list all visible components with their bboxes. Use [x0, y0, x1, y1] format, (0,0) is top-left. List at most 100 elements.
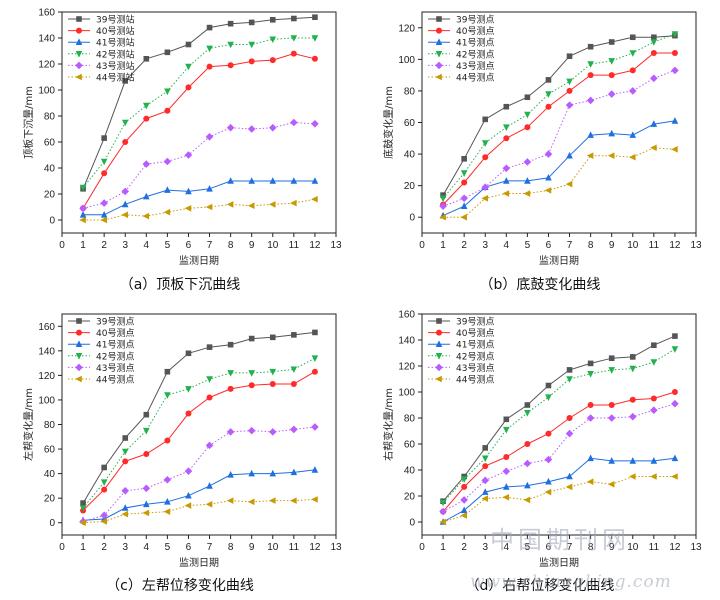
- series-line: [443, 147, 675, 218]
- data-point: [523, 158, 532, 166]
- y-tick-label: 40: [404, 466, 416, 477]
- data-point: [248, 19, 255, 26]
- data-point: [671, 31, 679, 38]
- data-point: [142, 160, 151, 168]
- legend-label: 40号测点: [456, 328, 494, 339]
- legend-marker: [76, 27, 82, 34]
- y-tick-label: 20: [44, 494, 56, 505]
- data-point: [628, 153, 636, 161]
- y-tick-label: 80: [44, 420, 56, 431]
- data-point: [121, 448, 129, 456]
- x-tick-label: 9: [249, 542, 255, 553]
- data-point: [164, 107, 171, 114]
- data-point: [608, 129, 615, 137]
- data-point: [502, 467, 511, 476]
- data-point: [268, 497, 276, 504]
- data-point: [248, 41, 255, 49]
- data-point: [311, 355, 319, 362]
- x-tick-label: 6: [546, 542, 552, 553]
- data-point: [269, 36, 277, 44]
- y-axis-label: 右帮变化量/mm: [382, 388, 395, 461]
- x-tick-label: 10: [267, 542, 279, 553]
- data-point: [205, 133, 214, 141]
- data-point: [185, 491, 192, 499]
- series-39号测站: [80, 14, 318, 192]
- chart-panel-d: 0 1 2 3 4 5 6 7 8 9 10 11 12 13 0 20 40 60 80 100 120 140 160 监…: [360, 302, 720, 570]
- data-point: [185, 386, 192, 393]
- data-point: [269, 57, 276, 64]
- x-tick-label: 8: [228, 240, 234, 251]
- data-point: [143, 56, 150, 62]
- y-tick-label: 20: [404, 181, 416, 192]
- data-point: [607, 152, 615, 159]
- data-point: [545, 430, 552, 437]
- data-point: [290, 425, 298, 434]
- data-point: [650, 74, 658, 83]
- series-39号测点: [440, 333, 678, 504]
- chart-panel-c: 0 1 2 3 4 5 6 7 8 9 10 11 12 13 0 20 40 60 80 100 120 140 160 监…: [0, 302, 360, 570]
- data-point: [227, 385, 234, 392]
- y-tick-label: 160: [38, 8, 55, 19]
- data-point: [671, 399, 679, 408]
- series-39号测点: [80, 329, 318, 506]
- data-point: [608, 402, 615, 408]
- legend-marker: [75, 73, 82, 81]
- data-point: [248, 58, 255, 65]
- x-tick-label: 7: [567, 542, 573, 553]
- chart-a: 0 1 2 3 4 5 6 7 8 9 10 11 12 13020406080100120140160监…: [22, 8, 342, 268]
- data-point: [164, 186, 171, 193]
- data-point: [671, 146, 678, 153]
- data-point: [586, 478, 594, 485]
- x-tick-label: 4: [504, 542, 510, 553]
- x-tick-label: 7: [567, 240, 573, 251]
- caption-c: （c）左帮位移变化曲线: [106, 578, 254, 594]
- data-point: [205, 501, 213, 508]
- data-point: [629, 34, 636, 41]
- data-point: [460, 170, 468, 177]
- data-point: [122, 435, 129, 441]
- x-tick-label: 11: [289, 542, 300, 553]
- data-point: [311, 368, 318, 375]
- data-point: [628, 412, 637, 421]
- data-point: [650, 457, 658, 464]
- y-axis-label: 顶板下沉量/mm: [22, 86, 35, 159]
- data-point: [565, 483, 573, 491]
- data-point: [291, 332, 297, 338]
- data-point: [185, 63, 192, 71]
- y-tick-label: 40: [44, 164, 56, 175]
- legend-marker: [435, 375, 442, 383]
- data-point: [481, 495, 489, 502]
- x-tick-label: 6: [546, 240, 552, 251]
- x-tick-label: 5: [165, 542, 171, 553]
- chart-d: 0 1 2 3 4 5 6 7 8 9 10 11 12 13020406080100120140160监…: [382, 310, 702, 570]
- chart-b: 0 1 2 3 4 5 6 7 8 9 10 11 12 13020406080100120监测日期底鼓变…: [382, 11, 702, 267]
- data-point: [206, 24, 213, 31]
- data-point: [311, 423, 319, 431]
- x-tick-label: 7: [207, 240, 213, 251]
- data-point: [671, 117, 679, 124]
- legend-label: 42号测点: [96, 351, 134, 362]
- data-point: [460, 496, 468, 504]
- data-point: [79, 519, 86, 527]
- data-point: [650, 359, 658, 366]
- legend-marker: [75, 375, 82, 383]
- data-point: [481, 194, 489, 202]
- data-point: [206, 394, 213, 401]
- data-point: [226, 497, 234, 504]
- data-point: [651, 342, 657, 348]
- y-tick-label: 60: [404, 440, 416, 451]
- data-point: [587, 360, 594, 367]
- series-line: [442, 52, 675, 205]
- series-line: [82, 121, 315, 209]
- data-point: [503, 416, 510, 423]
- data-point: [587, 61, 594, 68]
- y-tick-label: 0: [49, 216, 55, 227]
- data-point: [481, 183, 490, 192]
- legend-marker: [75, 51, 83, 58]
- series-line: [83, 469, 315, 521]
- y-tick-label: 0: [49, 518, 55, 529]
- legend-label: 41号测站: [96, 37, 134, 49]
- legend-marker: [436, 16, 442, 22]
- data-point: [524, 177, 531, 184]
- data-point: [650, 144, 657, 152]
